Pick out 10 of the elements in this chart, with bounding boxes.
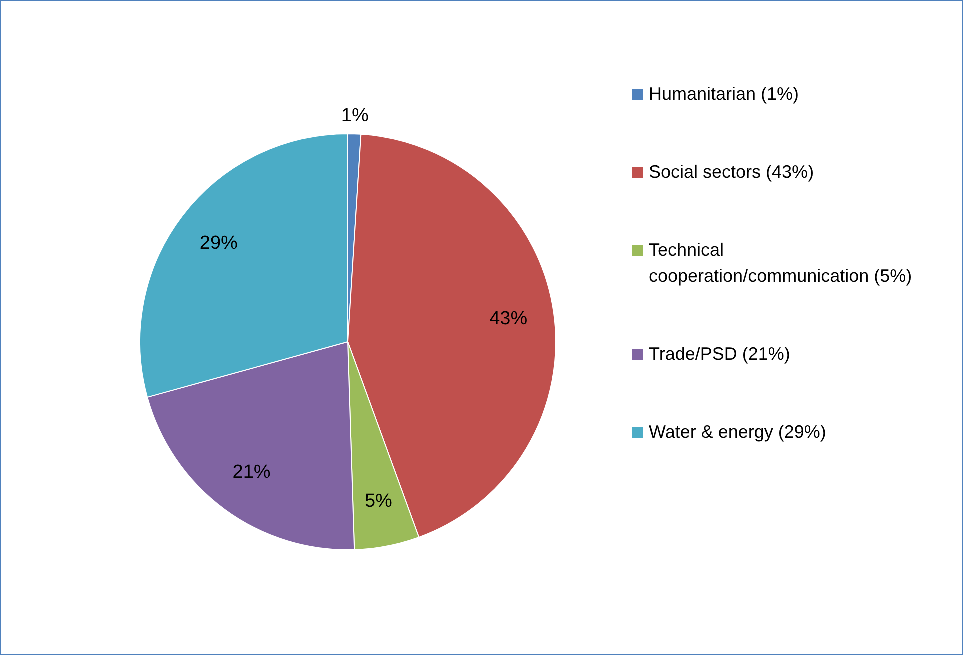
data-label: 29% — [200, 233, 238, 254]
data-label: 21% — [232, 462, 271, 484]
data-label: 5% — [364, 490, 393, 512]
legend-label: Humanitarian (1%) — [649, 83, 800, 106]
legend-label: Trade/PSD (21%) — [649, 343, 790, 366]
legend-label: Technical cooperation/communication (5%) — [649, 239, 914, 288]
legend-label: Water & energy (29%) — [649, 421, 826, 444]
data-label: 43% — [490, 308, 528, 330]
legend-label: Social sectors (43%) — [649, 161, 814, 184]
data-label: 1% — [341, 106, 370, 127]
